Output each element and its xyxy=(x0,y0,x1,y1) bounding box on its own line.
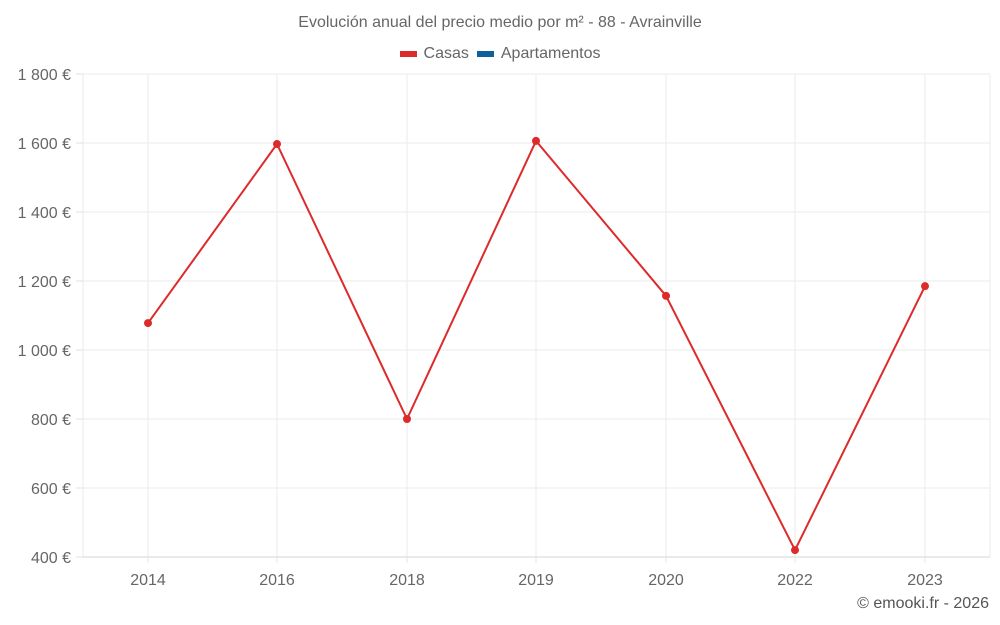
series-casas xyxy=(144,136,929,555)
y-tick-label: 800 € xyxy=(31,412,71,429)
x-tick-label: 2023 xyxy=(907,572,943,589)
legend-label-casas: Casas xyxy=(423,45,469,62)
legend-swatch-casas-icon xyxy=(399,51,417,57)
y-tick-label: 1 800 € xyxy=(18,67,71,84)
y-tick-label: 600 € xyxy=(31,481,71,498)
x-tick-label: 2014 xyxy=(130,572,166,589)
data-point[interactable] xyxy=(791,546,799,555)
data-point[interactable] xyxy=(532,136,540,145)
x-tick-label: 2022 xyxy=(777,572,813,589)
x-axis: 2014 2016 2018 2019 2020 2022 2023 xyxy=(83,556,990,589)
y-tick-label: 1 600 € xyxy=(18,136,71,153)
legend-swatch-apartamentos-icon xyxy=(476,51,494,57)
chart-title: Evolución anual del precio medio por m² … xyxy=(298,14,702,31)
legend-label-apartamentos: Apartamentos xyxy=(500,45,601,62)
data-point[interactable] xyxy=(273,140,281,149)
x-tick-label: 2019 xyxy=(518,572,554,589)
data-point[interactable] xyxy=(921,282,929,291)
chart-legend: Casas Apartamentos xyxy=(0,45,1000,63)
y-tick-label: 1 000 € xyxy=(18,343,71,360)
x-tick-label: 2020 xyxy=(648,572,684,589)
legend-item-apartamentos[interactable]: Apartamentos xyxy=(476,45,601,63)
grid-lines xyxy=(82,73,991,557)
y-tick-label: 1 400 € xyxy=(18,205,71,222)
x-tick-label: 2018 xyxy=(389,572,425,589)
credit-text: © emooki.fr - 2026 xyxy=(857,595,989,612)
y-tick-label: 400 € xyxy=(31,550,71,567)
data-point[interactable] xyxy=(144,319,152,328)
x-tick-label: 2016 xyxy=(259,572,295,589)
y-tick-label: 1 200 € xyxy=(18,274,71,291)
data-point[interactable] xyxy=(662,291,670,300)
legend-item-casas[interactable]: Casas xyxy=(399,45,469,63)
y-axis: 400 € 600 € 800 € 1 000 € 1 200 € 1 400 € 1 60… xyxy=(18,67,83,567)
data-point[interactable] xyxy=(403,415,411,423)
